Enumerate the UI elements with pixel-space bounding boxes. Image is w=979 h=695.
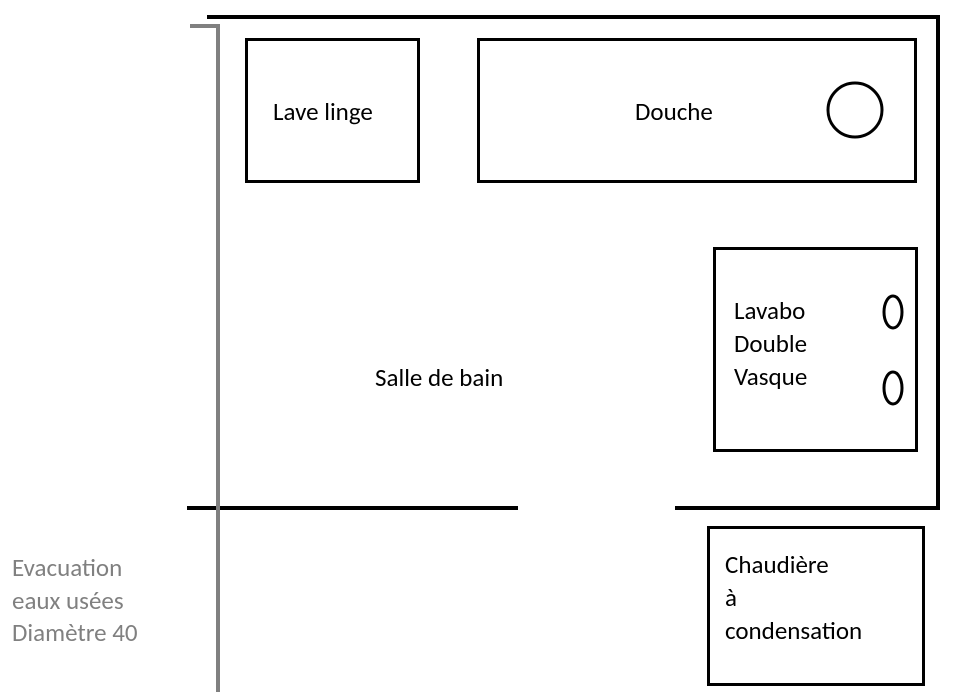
salle-de-bain-label: Salle de bain (375, 362, 503, 393)
pipe-vertical (216, 24, 220, 692)
wall-bottom-right (675, 506, 940, 510)
wall-bottom-left (187, 506, 518, 510)
evacuation-line-3: Diamètre 40 (12, 617, 138, 650)
evacuation-line-1: Evacuation (12, 552, 138, 585)
lavabo-label-1: Lavabo (734, 295, 805, 326)
lavabo-label-2: Double (734, 328, 807, 359)
wall-right (936, 15, 940, 510)
douche-drain-icon (825, 80, 885, 140)
wall-top (207, 15, 940, 19)
floorplan-canvas: Lave linge Douche Lavabo Double Vasque C… (0, 0, 979, 695)
douche-label: Douche (635, 96, 713, 127)
lave-linge-box: Lave linge (245, 38, 420, 183)
lavabo-sink-2-icon (882, 370, 904, 406)
lavabo-box: Lavabo Double Vasque (713, 247, 918, 452)
evacuation-label: Evacuation eaux usées Diamètre 40 (12, 552, 138, 650)
lavabo-label-3: Vasque (734, 361, 807, 392)
lavabo-sink-1-icon (882, 294, 904, 330)
chaudiere-box: Chaudière à condensation (707, 526, 925, 686)
chaudiere-label-3: condensation (725, 615, 862, 646)
evacuation-line-2: eaux usées (12, 585, 138, 618)
lave-linge-label: Lave linge (273, 96, 373, 127)
chaudiere-label-1: Chaudière (725, 549, 829, 580)
chaudiere-label-2: à (725, 582, 737, 613)
